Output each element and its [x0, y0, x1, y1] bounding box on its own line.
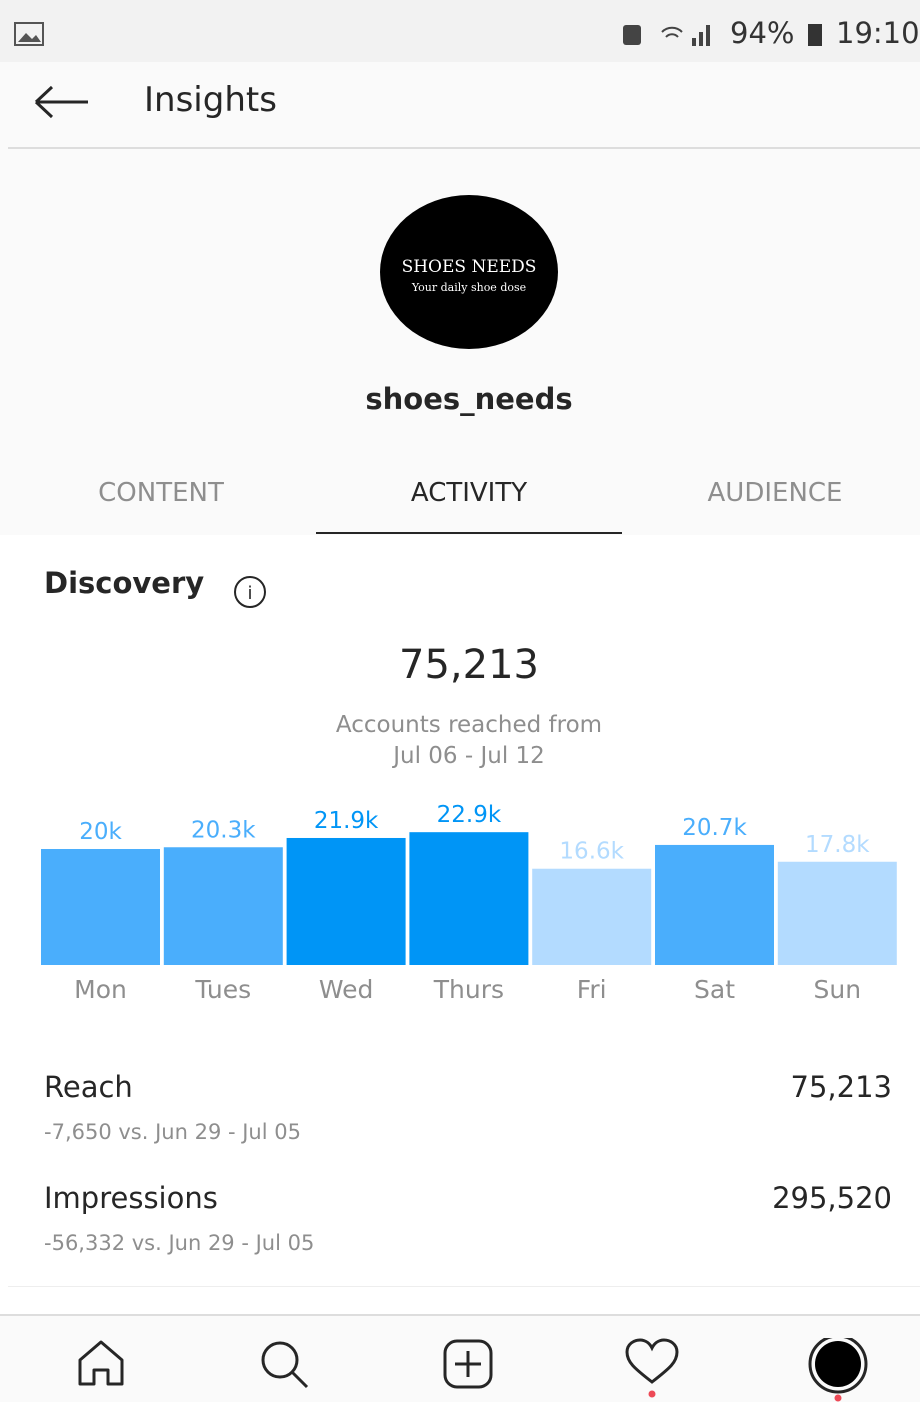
bar: [777, 861, 897, 965]
bar: [41, 849, 160, 965]
profile-icon[interactable]: [806, 1338, 870, 1402]
caption: Jul 06 - Jul 12: [393, 743, 545, 769]
x-label: Tues: [194, 975, 251, 1004]
metric-value: 75,213: [790, 1070, 892, 1104]
total-value: 75,213: [399, 642, 539, 688]
metric-label: Reach: [44, 1070, 133, 1104]
status-bar: 94% 19:10: [0, 0, 920, 62]
gallery-icon: [14, 22, 44, 46]
value-label: 22.9k: [437, 802, 502, 828]
divider: [8, 1286, 920, 1287]
bar: [532, 868, 652, 965]
clock: 19:10: [836, 16, 920, 50]
battery-text: 94%: [730, 16, 795, 50]
avatar-tagline: Your daily shoe dose: [411, 281, 527, 294]
header-divider: [8, 147, 920, 149]
activity-icon[interactable]: [624, 1338, 680, 1398]
section-title: Discovery: [44, 566, 205, 600]
back-button[interactable]: [32, 84, 92, 120]
header-title: Insights: [144, 80, 277, 120]
username: shoes_needs: [365, 382, 573, 416]
x-label: Mon: [74, 975, 127, 1004]
bar-chart: 20k Mon 20.3k Tues 21.9k Wed 22.9k Thurs 16.6k Fr…: [41, 802, 897, 1004]
avatar-title: SHOES NEEDS: [401, 257, 537, 277]
bar: [655, 844, 774, 965]
bottom-nav: [0, 1314, 920, 1402]
tab[interactable]: CONTENT: [98, 478, 224, 508]
svg-text:i: i: [247, 583, 252, 604]
metric-comparison: -7,650 vs. Jun 29 - Jul 05: [44, 1120, 301, 1144]
metric-value: 295,520: [772, 1181, 892, 1215]
tab[interactable]: ACTIVITY: [410, 478, 528, 508]
metric-label: Impressions: [44, 1181, 218, 1215]
x-label: Sat: [694, 975, 735, 1004]
new-post-icon[interactable]: [442, 1338, 494, 1390]
info-icon[interactable]: i: [232, 574, 268, 610]
tab[interactable]: AUDIENCE: [707, 478, 843, 508]
bar: [409, 832, 529, 965]
value-label: 20.3k: [191, 817, 256, 843]
bar: [163, 847, 283, 965]
tab-indicator: [316, 532, 622, 534]
value-label: 20.7k: [682, 815, 747, 841]
metric-comparison: -56,332 vs. Jun 29 - Jul 05: [44, 1231, 315, 1255]
x-label: Sun: [814, 975, 862, 1004]
caption: Accounts reached from: [335, 712, 603, 738]
battery-icon: [808, 24, 822, 46]
search-icon[interactable]: [258, 1338, 310, 1390]
value-label: 20k: [79, 819, 122, 845]
status-icons: [623, 25, 710, 46]
x-label: Wed: [319, 975, 374, 1004]
x-label: Fri: [577, 975, 607, 1004]
avatar: SHOES NEEDS Your daily shoe dose: [380, 195, 558, 349]
x-label: Thurs: [433, 975, 504, 1004]
bar: [286, 837, 406, 965]
home-icon[interactable]: [76, 1338, 126, 1388]
value-label: 16.6k: [559, 839, 624, 865]
value-label: 21.9k: [314, 808, 379, 834]
value-label: 17.8k: [805, 832, 870, 858]
